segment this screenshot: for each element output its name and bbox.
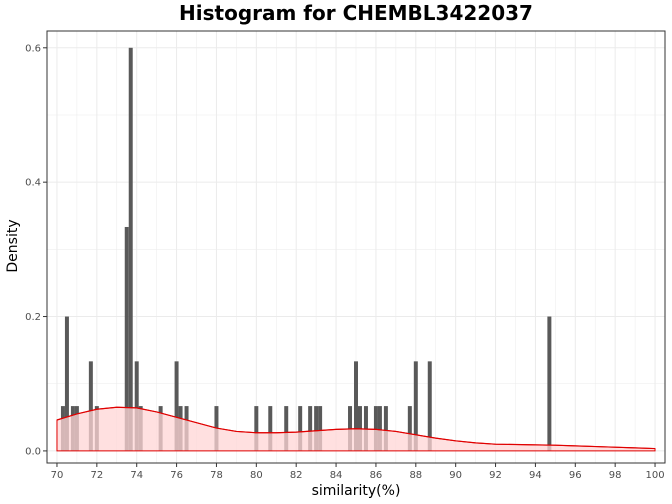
x-tick-label: 92 [489, 470, 502, 481]
x-tick-label: 72 [90, 470, 103, 481]
histogram-bar [427, 361, 432, 451]
histogram-bar [383, 406, 388, 451]
panel-border [46, 30, 666, 464]
histogram-bar [174, 361, 179, 451]
y-tick-label: 0.2 [25, 312, 41, 323]
x-tick-label: 96 [569, 470, 582, 481]
histogram-bar [413, 361, 418, 451]
y-tick-label: 0.6 [25, 43, 41, 54]
histogram-bar [284, 406, 289, 451]
x-tick-label: 70 [51, 470, 64, 481]
histogram-bar [124, 226, 129, 451]
x-tick-label: 88 [409, 470, 422, 481]
x-tick-label: 74 [130, 470, 143, 481]
chart-title: Histogram for CHEMBL3422037 [179, 1, 533, 25]
density-line [56, 406, 656, 450]
x-tick-label: 84 [330, 470, 343, 481]
x-tick-label: 90 [449, 470, 462, 481]
x-tick-label: 98 [609, 470, 622, 481]
histogram-bar [254, 406, 259, 451]
density-curve [56, 406, 656, 452]
panel-frame [46, 30, 666, 464]
histogram-bar [64, 316, 69, 451]
y-axis-ticks: 0.0 0.2 0.4 0.6 [25, 43, 47, 457]
histogram-bar [314, 406, 319, 451]
histogram-bar [407, 406, 412, 451]
x-tick-label: 78 [210, 470, 223, 481]
x-tick-label: 76 [170, 470, 183, 481]
histogram-bar [88, 361, 93, 451]
x-tick-label: 86 [370, 470, 383, 481]
histogram-bar [318, 406, 323, 451]
histogram-bar [298, 406, 303, 451]
x-tick-label: 100 [645, 470, 664, 481]
x-axis-title: similarity(%) [312, 483, 401, 499]
histogram-bar [547, 316, 552, 451]
histogram-bar [128, 47, 133, 451]
histogram-bar [308, 406, 313, 451]
y-tick-label: 0.4 [25, 178, 41, 189]
x-tick-label: 80 [250, 470, 263, 481]
x-tick-label: 94 [529, 470, 542, 481]
histogram-bar [354, 361, 358, 451]
histogram-bar [373, 406, 378, 451]
histogram-bar [377, 406, 382, 451]
x-tick-label: 82 [290, 470, 303, 481]
y-tick-label: 0.0 [25, 446, 41, 457]
x-axis-ticks: 70 72 74 76 78 80 82 84 86 88 90 92 94 96 98 100 [51, 463, 665, 481]
y-axis-title: Density [5, 219, 21, 272]
histogram-bar [268, 406, 273, 451]
histogram-bar [134, 361, 139, 451]
